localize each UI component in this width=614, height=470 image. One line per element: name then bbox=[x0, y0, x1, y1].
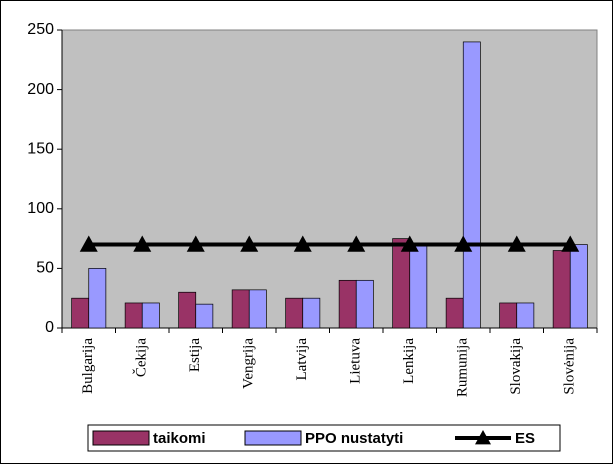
x-tick-label: Čekija bbox=[133, 338, 150, 377]
marker bbox=[400, 235, 419, 252]
x-tick-label: Estija bbox=[187, 338, 203, 373]
x-tick-label: Latvija bbox=[294, 338, 310, 381]
x-tick-label: Vengrija bbox=[241, 338, 257, 389]
marker bbox=[79, 235, 98, 252]
marker bbox=[507, 235, 526, 252]
bar bbox=[569, 244, 588, 329]
bar bbox=[355, 279, 374, 329]
bar bbox=[445, 297, 464, 329]
bar bbox=[409, 244, 428, 329]
x-tick-label: Bulgarija bbox=[80, 338, 96, 394]
plot-area bbox=[61, 29, 598, 329]
marker bbox=[454, 235, 473, 252]
y-tick-label: 250 bbox=[27, 21, 54, 38]
marker bbox=[347, 235, 366, 252]
x-tick-label: Lietuva bbox=[348, 338, 364, 384]
bar bbox=[338, 279, 357, 329]
legend-label: taikomi bbox=[153, 430, 206, 447]
y-tick-label: 100 bbox=[27, 200, 54, 217]
bar bbox=[124, 302, 143, 329]
legend-label: PPO nustatyti bbox=[305, 430, 403, 447]
bar bbox=[141, 302, 160, 329]
bar bbox=[195, 303, 214, 329]
bar bbox=[285, 297, 304, 329]
bar bbox=[231, 289, 250, 329]
marker bbox=[293, 235, 312, 252]
marker bbox=[186, 235, 205, 252]
x-tick-label: Slovėnija bbox=[562, 338, 578, 395]
bar bbox=[462, 41, 481, 329]
bar bbox=[499, 302, 518, 329]
marker bbox=[133, 235, 152, 252]
legend-swatch bbox=[244, 430, 302, 446]
marker bbox=[240, 235, 259, 252]
legend-label: ES bbox=[515, 430, 535, 447]
bar bbox=[248, 289, 267, 329]
legend-swatch bbox=[92, 430, 150, 446]
y-tick-label: 150 bbox=[27, 140, 54, 157]
bar bbox=[392, 238, 411, 329]
y-tick-label: 0 bbox=[45, 319, 54, 336]
y-tick-label: 50 bbox=[36, 260, 54, 277]
y-tick-label: 200 bbox=[27, 81, 54, 98]
bar bbox=[552, 250, 571, 329]
bar bbox=[88, 268, 107, 329]
legend-marker bbox=[475, 430, 491, 445]
bar bbox=[71, 297, 90, 329]
x-tick-label: Slovakija bbox=[508, 338, 524, 395]
marker bbox=[561, 235, 580, 252]
bar bbox=[178, 291, 197, 329]
x-tick-label: Lenkija bbox=[401, 338, 417, 384]
x-tick-label: Rumunija bbox=[455, 338, 471, 398]
bar bbox=[302, 297, 321, 329]
bar bbox=[516, 302, 535, 329]
